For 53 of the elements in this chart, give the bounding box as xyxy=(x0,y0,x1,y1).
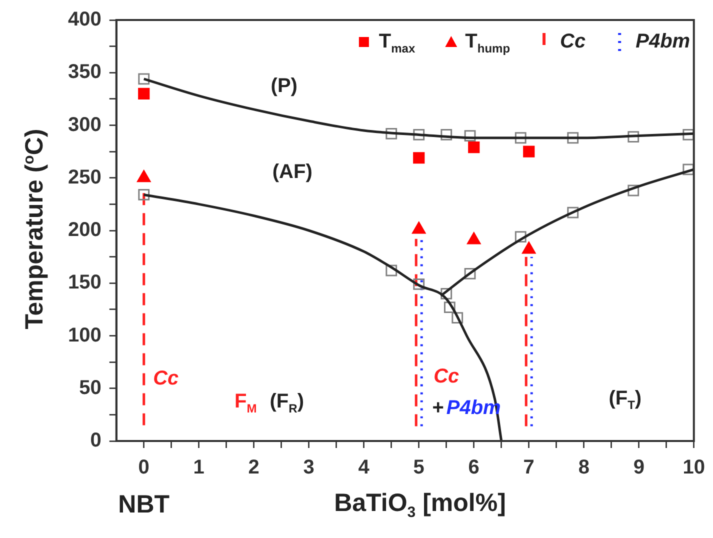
annotation: (P) xyxy=(270,74,298,97)
point xyxy=(628,131,640,143)
y-tick-label: 150 xyxy=(68,272,102,294)
point xyxy=(567,132,579,144)
point xyxy=(386,128,398,140)
x-tick-label: 6 xyxy=(468,456,480,479)
y-tick-label: 350 xyxy=(68,61,102,84)
point xyxy=(413,129,425,140)
y-tick-label: 0 xyxy=(90,430,102,452)
annotation: Cc xyxy=(153,367,179,390)
annotation: (AF) xyxy=(272,161,312,184)
x-tick-label: 1 xyxy=(193,456,204,479)
legend-label: Cc xyxy=(560,30,586,53)
point xyxy=(138,88,150,100)
point xyxy=(444,302,456,314)
point xyxy=(523,146,535,158)
point xyxy=(440,129,452,140)
x-tick-label: 4 xyxy=(358,456,370,479)
point xyxy=(413,152,425,164)
point xyxy=(452,312,464,324)
text: NBT xyxy=(118,490,170,520)
legend-label: P4bm xyxy=(636,30,690,53)
x-tick-label: 7 xyxy=(523,456,534,479)
point xyxy=(464,268,476,280)
point xyxy=(138,73,150,85)
x-tick-label: 8 xyxy=(578,456,590,479)
y-tick-label: 200 xyxy=(68,219,102,242)
point xyxy=(138,189,150,200)
point xyxy=(468,142,480,154)
x-tick-label: 5 xyxy=(413,456,424,479)
x-tick-label: 2 xyxy=(248,456,260,479)
point xyxy=(628,184,640,196)
y-tick-label: 50 xyxy=(79,376,102,399)
x-tick-label: 3 xyxy=(303,456,314,479)
point xyxy=(567,206,579,218)
y-tick-label: 300 xyxy=(68,114,102,136)
point xyxy=(682,129,694,140)
point xyxy=(514,231,526,243)
y-tick-label: 250 xyxy=(68,166,102,188)
x-tick-label: 0 xyxy=(138,456,150,479)
x-tick-label: 10 xyxy=(682,456,705,479)
point xyxy=(440,288,452,300)
point xyxy=(514,132,526,144)
y-tick-label: 400 xyxy=(68,8,102,31)
point xyxy=(682,164,694,176)
point xyxy=(386,264,398,276)
annotation: Cc xyxy=(434,365,460,388)
point xyxy=(464,130,476,142)
y-tick-label: 100 xyxy=(68,324,102,346)
x-tick-label: 9 xyxy=(633,456,644,479)
x-axis-title: BaTiO$_{3}$ [mol%] xyxy=(334,489,506,521)
point xyxy=(413,278,425,290)
annotation: + xyxy=(432,396,444,419)
